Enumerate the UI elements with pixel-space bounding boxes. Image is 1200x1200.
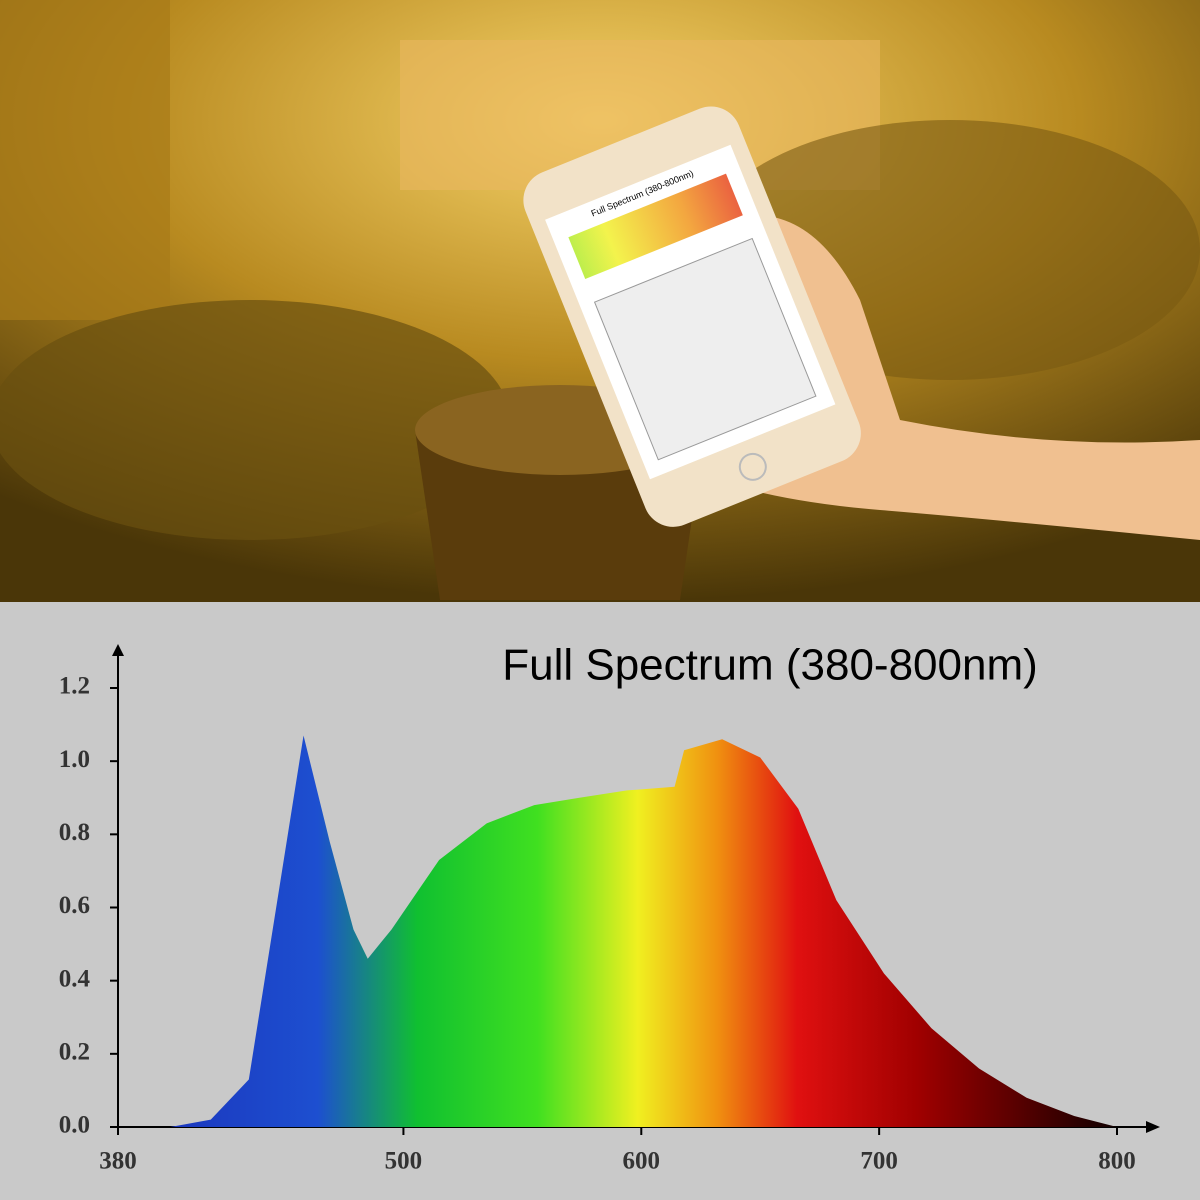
y-tick-label: 0.6: [59, 892, 90, 919]
y-arrow: [112, 644, 124, 656]
y-tick-label: 0.4: [59, 965, 91, 992]
x-tick-label: 800: [1098, 1148, 1136, 1175]
y-tick-label: 1.0: [59, 746, 90, 773]
y-tick-label: 0.8: [59, 819, 90, 846]
photo: Full Spectrum (380-800nm): [0, 0, 1200, 602]
y-tick-label: 0.0: [59, 1112, 90, 1139]
x-tick-label: 380: [99, 1148, 137, 1175]
y-tick-label: 1.2: [59, 673, 90, 700]
x-arrow: [1146, 1121, 1160, 1133]
y-tick-label: 0.2: [59, 1039, 90, 1066]
x-tick-label: 600: [623, 1148, 661, 1175]
x-tick-label: 700: [860, 1148, 898, 1175]
chart-title: Full Spectrum (380-800nm): [502, 641, 1038, 690]
phone: Full Spectrum (380-800nm): [523, 106, 861, 527]
x-tick-label: 500: [385, 1148, 423, 1175]
spectrum-area: [170, 735, 1118, 1127]
